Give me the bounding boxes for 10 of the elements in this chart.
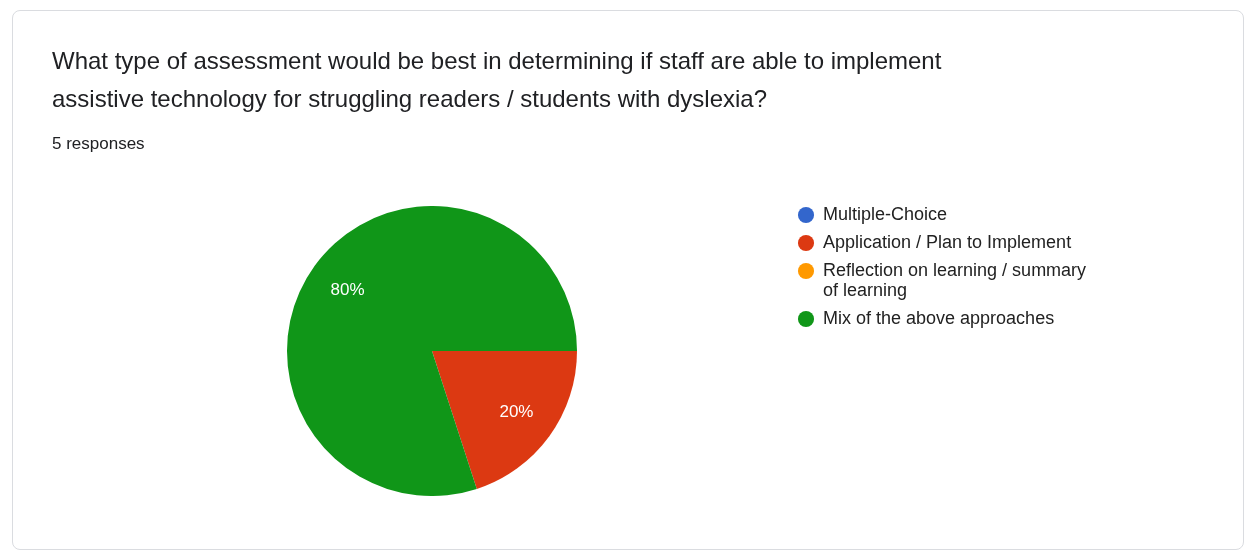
legend-label: Multiple-Choice — [823, 204, 948, 224]
legend-label: Mix of the above approaches — [823, 308, 1055, 328]
legend-label: Reflection on learning / summary of learning — [823, 260, 1087, 300]
text: 5 responses — [52, 134, 145, 154]
data-label: 20% — [499, 402, 534, 422]
data-label: 80% — [330, 279, 365, 299]
pie-slice — [287, 206, 577, 496]
legend-label: Application / Plan to Implement — [823, 232, 1072, 252]
chart-title: What type of assessment would be best in determining if staff are able to implement assistive technology for struggling readers / students with dyslexia? — [52, 46, 943, 114]
pie-slice — [432, 351, 577, 489]
